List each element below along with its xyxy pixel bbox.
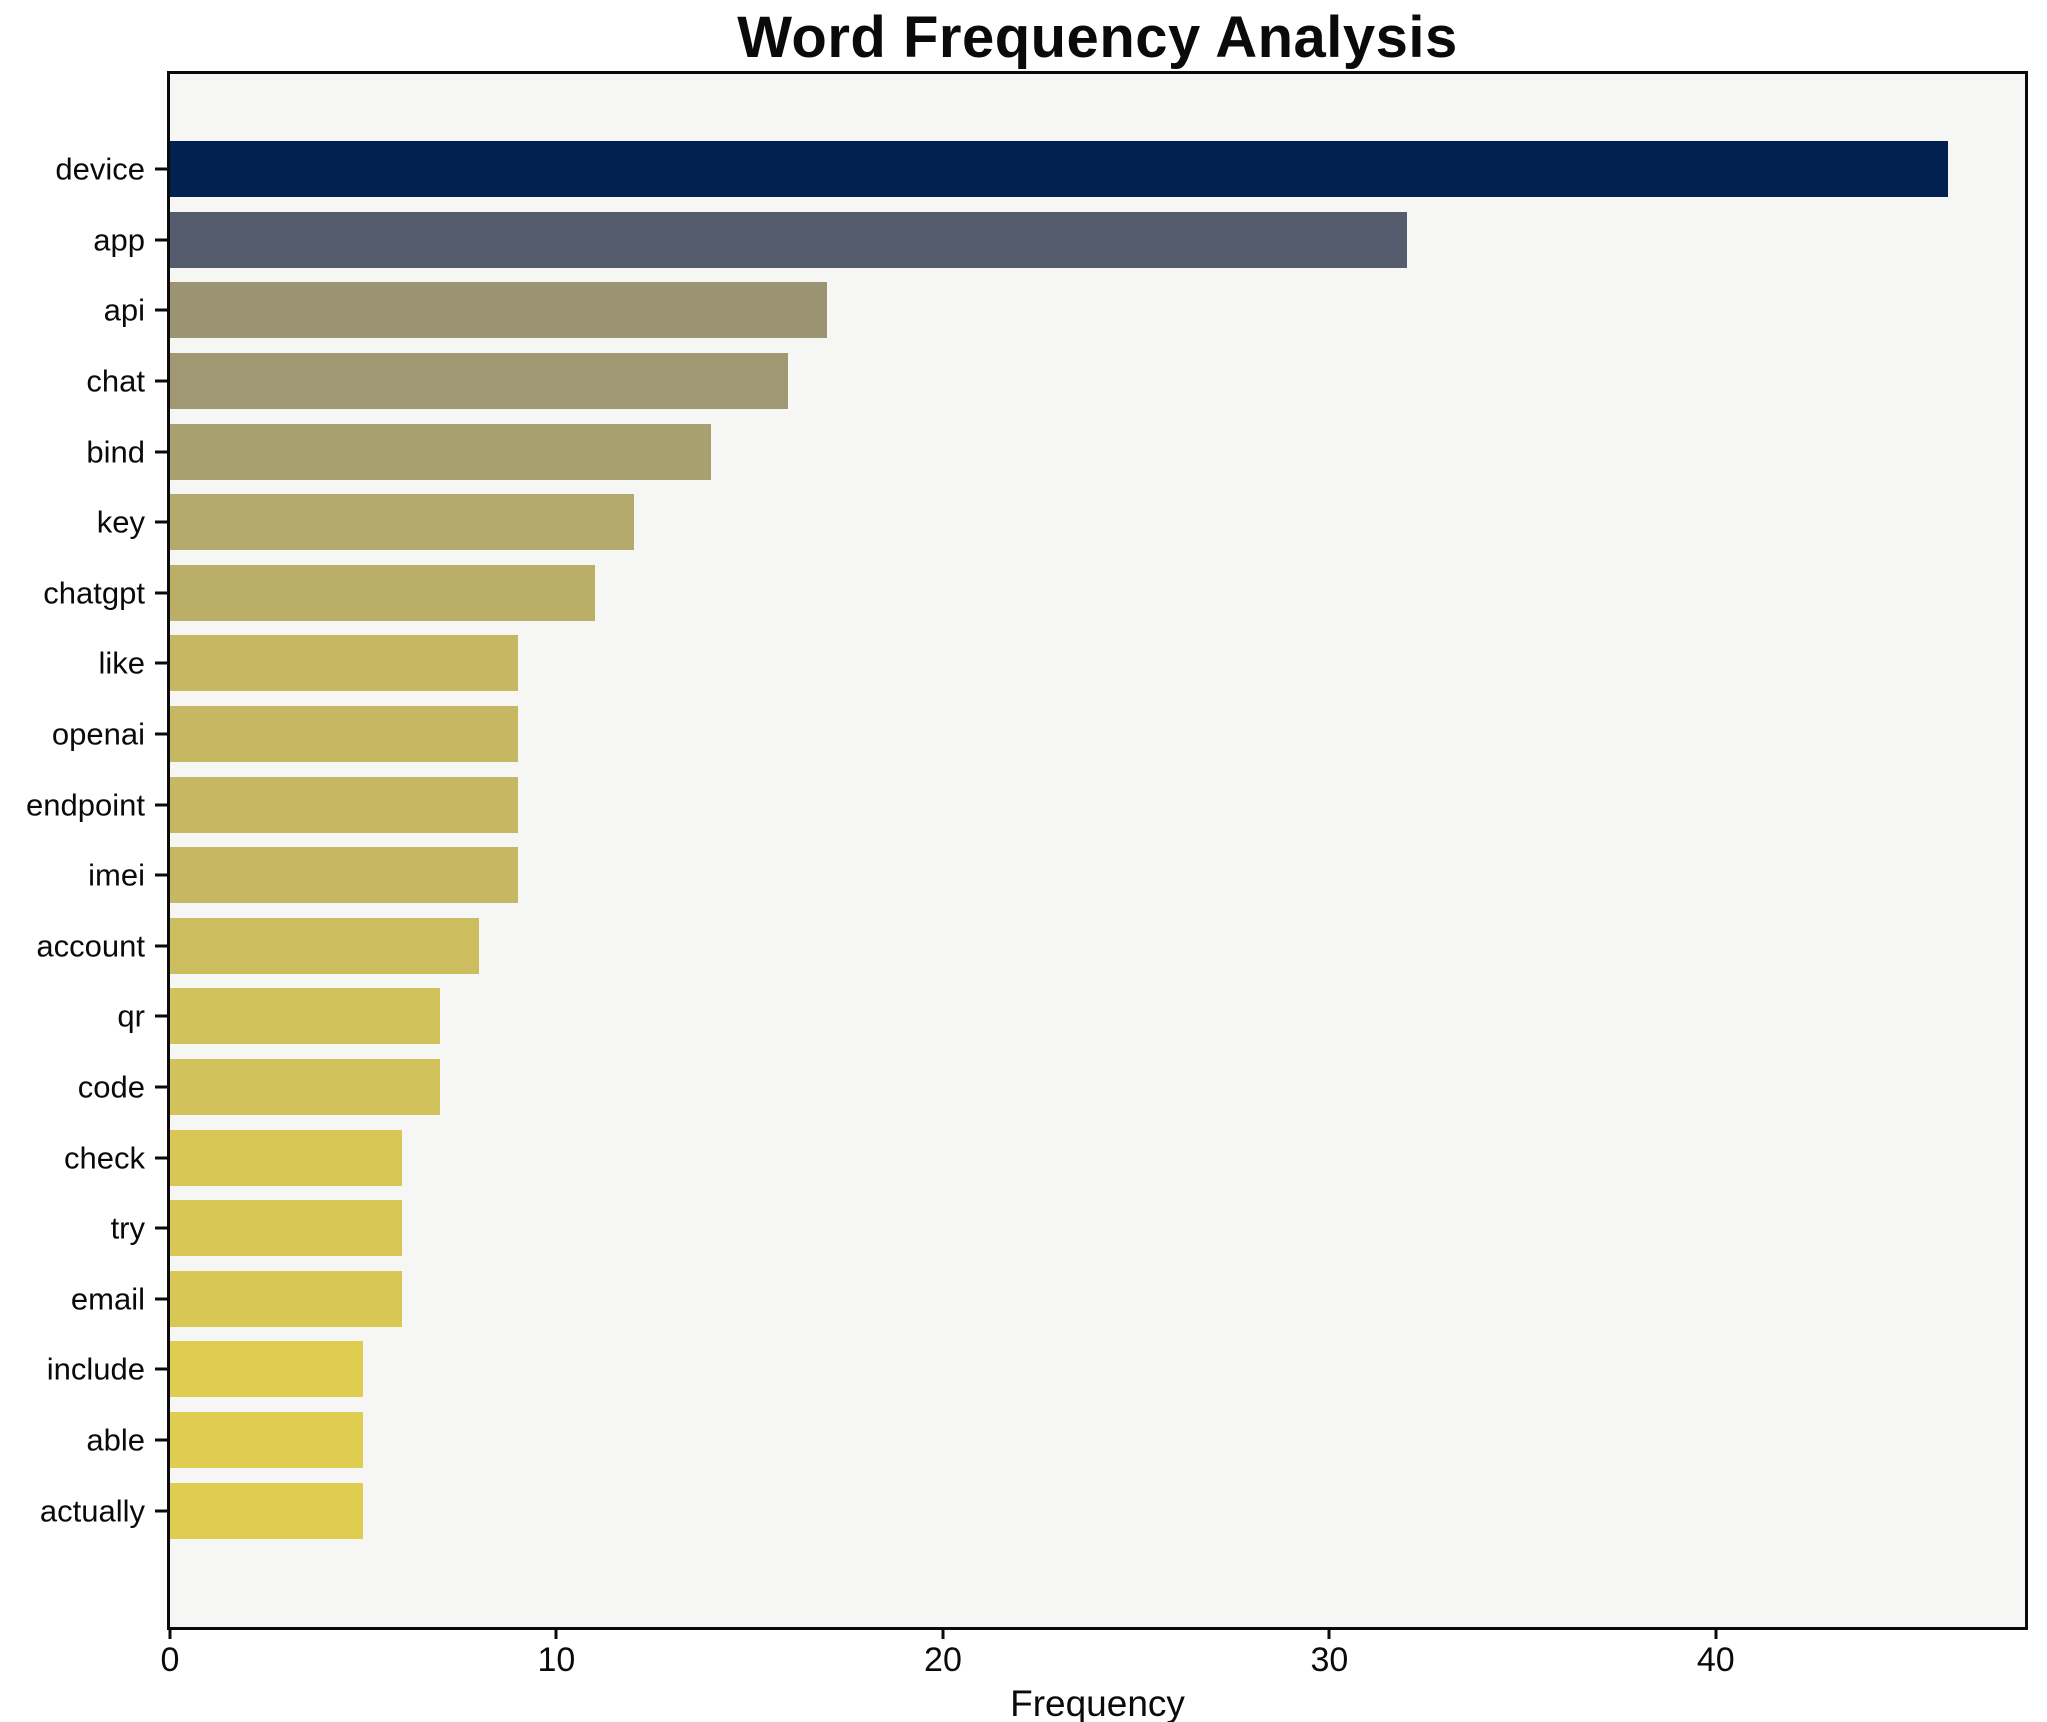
- frequency-bar: [170, 494, 634, 551]
- y-tick-mark: [155, 803, 167, 807]
- bars-container: device app api chat bind key chatgpt like openai…: [26, 134, 2025, 1546]
- y-tick-mark: [155, 732, 167, 736]
- frequency-bar: [170, 847, 518, 904]
- bar-row: key: [97, 487, 2025, 558]
- y-tick-mark: [155, 167, 167, 171]
- bar-row: able: [86, 1405, 2025, 1476]
- y-tick-mark: [155, 1438, 167, 1442]
- frequency-bar: [170, 1129, 402, 1186]
- y-tick-label: api: [103, 292, 145, 328]
- x-axis-tick-mark: [1327, 1627, 1331, 1639]
- bar-row: like: [98, 628, 2025, 699]
- y-tick-label: imei: [88, 857, 145, 893]
- bar-row: openai: [52, 699, 2025, 770]
- bar-row: bind: [86, 416, 2025, 487]
- y-tick-label: endpoint: [26, 787, 145, 823]
- bar-row: app: [93, 205, 2025, 276]
- y-tick-label: include: [46, 1351, 145, 1387]
- bar-row: account: [36, 911, 2025, 982]
- frequency-bar: [170, 1200, 402, 1257]
- y-tick-mark: [155, 1297, 167, 1301]
- frequency-bar: [170, 635, 518, 692]
- frequency-bar: [170, 1411, 364, 1468]
- y-tick-label: key: [96, 504, 145, 540]
- y-tick-mark: [155, 379, 167, 383]
- bar-row: code: [78, 1052, 2025, 1123]
- frequency-bar: [170, 988, 441, 1045]
- x-axis-tick-mark: [1714, 1627, 1718, 1639]
- y-tick-label: account: [36, 928, 145, 964]
- bar-row: chatgpt: [43, 558, 2025, 629]
- x-axis-tick-mark: [941, 1627, 945, 1639]
- y-tick-label: qr: [117, 998, 145, 1034]
- y-tick-mark: [155, 1156, 167, 1160]
- y-tick-mark: [155, 1367, 167, 1371]
- x-axis-tick-label: 20: [924, 1641, 962, 1679]
- y-tick-label: actually: [39, 1493, 145, 1529]
- y-tick-mark: [155, 1014, 167, 1018]
- frequency-bar: [170, 1270, 402, 1327]
- frequency-bar: [170, 917, 480, 974]
- y-tick-label: app: [93, 222, 145, 258]
- y-tick-label: device: [55, 151, 145, 187]
- bar-row: check: [64, 1122, 2025, 1193]
- y-tick-mark: [155, 591, 167, 595]
- bar-row: chat: [86, 346, 2025, 417]
- frequency-bar: [170, 1482, 364, 1539]
- bar-row: endpoint: [26, 769, 2025, 840]
- frequency-bar: [170, 211, 1407, 268]
- y-tick-label: chatgpt: [43, 575, 145, 611]
- bar-row: actually: [40, 1475, 2025, 1546]
- frequency-bar: [170, 353, 789, 410]
- x-axis-tick-label: 0: [160, 1641, 180, 1679]
- y-tick-mark: [155, 944, 167, 948]
- x-axis-label: Frequency: [1010, 1683, 1185, 1722]
- y-tick-mark: [155, 1085, 167, 1089]
- frequency-bar: [170, 1059, 441, 1116]
- y-tick-label: chat: [86, 363, 145, 399]
- y-tick-label: able: [86, 1422, 145, 1458]
- y-tick-label: code: [77, 1069, 145, 1105]
- bar-row: email: [71, 1264, 2025, 1335]
- frequency-bar: [170, 423, 712, 480]
- plot-area: device app api chat bind key chatgpt like openai…: [26, 71, 2028, 1722]
- frequency-bar: [170, 564, 596, 621]
- frequency-bar: [170, 1341, 364, 1398]
- x-axis-tick-mark: [554, 1627, 558, 1639]
- y-tick-label: check: [64, 1140, 145, 1176]
- x-axis-tick-label: 40: [1696, 1641, 1735, 1679]
- y-tick-label: try: [110, 1210, 145, 1246]
- y-tick-mark: [155, 873, 167, 877]
- x-axis-tick-label: 10: [537, 1641, 576, 1679]
- frequency-bar: [170, 282, 828, 339]
- y-tick-mark: [155, 308, 167, 312]
- y-tick-mark: [155, 661, 167, 665]
- chart-title: Word Frequency Analysis: [737, 5, 1458, 70]
- x-axis-tick-mark: [168, 1627, 172, 1639]
- y-tick-mark: [155, 1509, 167, 1513]
- y-tick-label: openai: [51, 716, 145, 752]
- bar-row: try: [111, 1193, 2025, 1264]
- y-tick-mark: [155, 238, 167, 242]
- bar-row: imei: [88, 840, 2025, 911]
- bar-row: qr: [117, 981, 2025, 1052]
- bar-row: device: [55, 134, 2025, 205]
- y-tick-mark: [155, 1226, 167, 1230]
- x-axis-tick-label: 30: [1310, 1641, 1349, 1679]
- frequency-bar: [170, 706, 518, 763]
- y-tick-label: bind: [86, 434, 145, 470]
- y-tick-mark: [155, 520, 167, 524]
- frequency-bar: [170, 776, 518, 833]
- y-tick-label: like: [98, 645, 145, 681]
- frequency-bar: [170, 141, 1948, 198]
- y-tick-label: email: [70, 1281, 145, 1317]
- y-tick-mark: [155, 450, 167, 454]
- bar-row: include: [47, 1334, 2025, 1405]
- bar-row: api: [104, 275, 2025, 346]
